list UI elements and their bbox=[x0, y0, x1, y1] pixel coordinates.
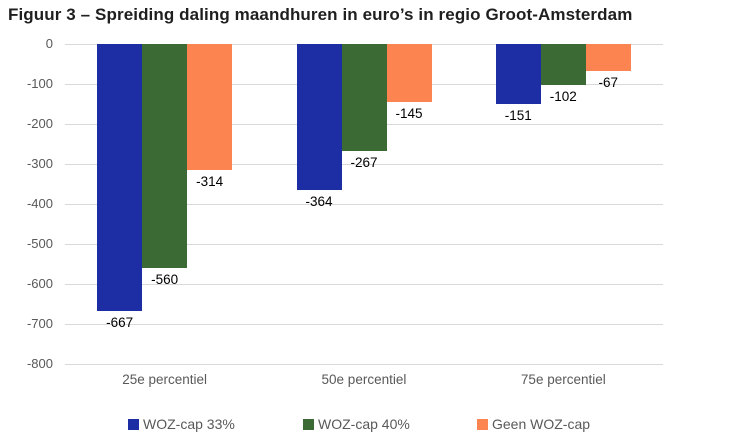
y-tick-label: 0 bbox=[45, 36, 53, 51]
bar-value-label: -102 bbox=[549, 88, 577, 104]
y-tick-label: -400 bbox=[26, 196, 53, 211]
gridline bbox=[65, 204, 663, 205]
bar-value-label: -145 bbox=[395, 106, 423, 121]
legend-color-swatch bbox=[303, 418, 314, 430]
x-axis: 25e percentiel 50e percentiel 75e percenti… bbox=[65, 372, 663, 392]
gridline bbox=[65, 284, 663, 285]
bar-value-label: -67 bbox=[598, 74, 619, 90]
legend-color-swatch bbox=[477, 418, 488, 430]
x-category-label: 50e percentiel bbox=[321, 372, 407, 387]
legend: WOZ-cap 33% WOZ-cap 40% Geen WOZ-cap bbox=[0, 416, 756, 436]
bar bbox=[296, 44, 342, 190]
y-tick-label: -500 bbox=[26, 236, 53, 251]
y-tick-label: -800 bbox=[26, 356, 53, 371]
y-tick-label: -200 bbox=[26, 116, 53, 131]
bar-value-label: -267 bbox=[350, 154, 378, 170]
bar bbox=[187, 44, 233, 170]
legend-item: WOZ-cap 40% bbox=[303, 416, 410, 432]
x-category-label: 75e percentiel bbox=[520, 372, 606, 387]
plot-area: -667 -560 -314 -364 -267 -145 -151 -102 -67 bbox=[65, 44, 663, 394]
y-axis: 0 -100 -200 -300 -400 -500 -600 -700 -800 bbox=[0, 0, 65, 439]
bar-value-label: -151 bbox=[504, 108, 532, 124]
bar bbox=[341, 44, 387, 151]
y-tick-label: -300 bbox=[26, 156, 53, 171]
gridline bbox=[65, 324, 663, 325]
legend-item-label: WOZ-cap 33% bbox=[143, 416, 235, 432]
x-category-label: 25e percentiel bbox=[122, 372, 208, 387]
bar bbox=[540, 44, 586, 85]
y-tick-label: -600 bbox=[26, 276, 53, 291]
legend-color-swatch bbox=[128, 418, 139, 430]
bar-value-label: -364 bbox=[305, 193, 333, 209]
bar-value-label: -314 bbox=[196, 173, 224, 189]
bar bbox=[142, 44, 188, 268]
bar bbox=[585, 44, 631, 71]
y-tick-label: -700 bbox=[26, 316, 53, 331]
bar bbox=[97, 44, 143, 311]
chart-title: Figuur 3 – Spreiding daling maandhuren i… bbox=[8, 5, 633, 24]
legend-item: WOZ-cap 33% bbox=[128, 416, 235, 432]
y-tick-label: -100 bbox=[26, 76, 53, 91]
legend-item-label: WOZ-cap 40% bbox=[318, 416, 410, 432]
legend-item: Geen WOZ-cap bbox=[477, 416, 590, 432]
bar bbox=[495, 44, 541, 105]
gridline bbox=[65, 364, 663, 365]
gridline bbox=[65, 244, 663, 245]
bar bbox=[386, 44, 432, 102]
gridline bbox=[65, 164, 663, 165]
bar-value-label: -560 bbox=[151, 272, 179, 287]
legend-item-label: Geen WOZ-cap bbox=[492, 416, 591, 432]
bar-value-label: -667 bbox=[106, 314, 134, 330]
